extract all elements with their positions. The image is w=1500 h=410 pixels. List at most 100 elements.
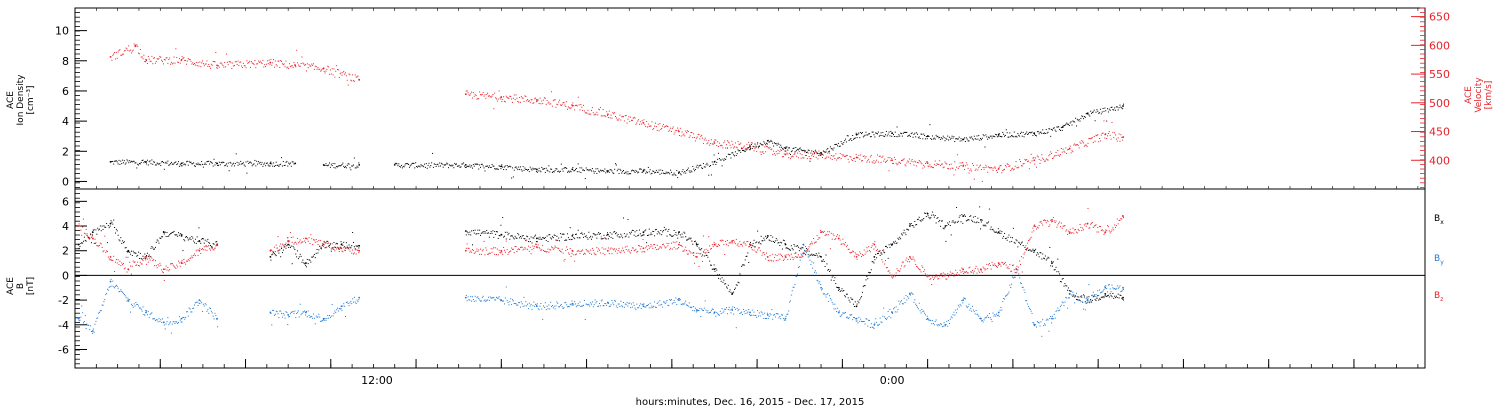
ion-density-series-sample [778, 143, 780, 145]
bz-series-sample [481, 250, 483, 252]
ion-density-series-sample [408, 163, 410, 165]
by-series-sample [940, 323, 942, 325]
ion-density-series-sample [467, 165, 469, 167]
velocity-series-sample [628, 116, 630, 118]
ion-density-series-sample [413, 162, 415, 164]
bx-series-sample [570, 239, 572, 241]
bx-series-sample [582, 233, 584, 235]
ion-density-series-sample [293, 163, 295, 165]
bx-series-sample [580, 232, 582, 234]
ion-density-series-sample [1009, 132, 1011, 134]
velocity-series-sample [750, 149, 751, 151]
ion-density-series-sample [877, 133, 879, 135]
bx-series-sample [626, 233, 628, 235]
by-series-sample [467, 296, 469, 298]
bz-series-sample [505, 240, 507, 242]
velocity-series-sample [615, 115, 616, 117]
by-series-sample [138, 305, 140, 307]
bx-series-sample [516, 237, 518, 239]
bx-series-sample [888, 244, 890, 246]
velocity-series-sample [734, 142, 736, 144]
bx-series-sample [848, 299, 850, 301]
ion-density-series-sample [978, 135, 980, 137]
ion-density-series-sample [199, 163, 201, 165]
bx-series-sample [479, 229, 481, 231]
velocity-series-sample [900, 162, 902, 164]
ion-density-series-sample [732, 152, 734, 154]
ion-density-series-sample [693, 168, 695, 170]
by-series-sample [735, 327, 737, 329]
by-series-sample [308, 315, 310, 317]
bz-series-sample [101, 247, 103, 249]
bx-series-sample [293, 247, 295, 249]
ion-density-series-sample [1062, 125, 1064, 127]
by-series-sample [165, 323, 167, 325]
ion-density-series-sample [930, 138, 932, 140]
bz-series-sample [109, 259, 111, 261]
bx-series-sample [830, 279, 832, 281]
ion-density-series-sample [614, 168, 616, 170]
by-series-sample [181, 321, 183, 323]
bx-series-sample [1077, 296, 1079, 298]
by-series-sample [978, 315, 980, 317]
bx-series-sample [607, 232, 609, 234]
bz-series-sample [530, 253, 532, 255]
by-series-sample [743, 311, 745, 313]
bx-series-sample [654, 229, 656, 231]
ion-density-series-sample [420, 164, 422, 166]
by-series-sample [1091, 295, 1093, 297]
velocity-series-sample [1030, 153, 1032, 155]
velocity-series-sample [1121, 136, 1123, 138]
by-series-sample [621, 305, 623, 307]
bx-series-sample [1062, 278, 1064, 280]
by-series-sample [598, 305, 600, 307]
by-series-sample [826, 294, 828, 296]
velocity-series-sample [740, 142, 742, 144]
bx-series-sample [562, 233, 564, 235]
ion-density-series-sample [1090, 110, 1092, 112]
velocity-series-sample [868, 158, 870, 160]
velocity-series-sample [274, 60, 276, 62]
bx-series-sample [967, 219, 969, 221]
velocity-series-sample [947, 167, 949, 169]
ion-density-series-sample [131, 161, 133, 163]
bx-series-sample [714, 270, 716, 272]
bx-series-sample [998, 232, 1000, 234]
velocity-series-sample [271, 64, 273, 66]
by-series-sample [1027, 303, 1029, 305]
ion-density-series-sample [560, 163, 562, 165]
bx-series-sample [766, 237, 768, 239]
bx-series-sample [176, 234, 178, 236]
by-series-sample [508, 304, 510, 306]
by-series-sample [678, 298, 680, 300]
by-series-sample [672, 302, 674, 304]
by-series-sample [1075, 296, 1077, 298]
ion-density-series-sample [901, 135, 903, 137]
by-series-sample [170, 332, 172, 334]
ion-density-series-sample [910, 133, 912, 135]
bx-series-sample [95, 229, 97, 231]
bz-series-sample [212, 249, 214, 251]
velocity-series-sample [551, 105, 553, 107]
velocity-series-sample [839, 153, 841, 155]
ion-density-series-sample [896, 126, 898, 128]
velocity-series-sample [896, 164, 898, 166]
bz-series-sample [178, 260, 180, 262]
ion-density-series-sample [193, 162, 195, 164]
ion-density-series-sample [485, 165, 487, 167]
velocity-series-sample [995, 167, 997, 169]
bx-series-point [269, 255, 272, 258]
ion-density-series-sample [524, 167, 526, 169]
by-series-sample [571, 300, 573, 302]
bx-series-sample [296, 256, 298, 258]
by-series-sample [1041, 335, 1043, 337]
bz-series-sample [155, 265, 157, 267]
ion-density-series-sample [1120, 106, 1122, 108]
velocity-series-sample [143, 54, 145, 56]
velocity-series-sample [1010, 170, 1012, 172]
bx-series-sample [911, 225, 913, 227]
bx-series-sample [968, 219, 970, 221]
bz-series-sample [289, 240, 291, 242]
bx-series-sample [81, 242, 83, 244]
ion-density-series-sample [781, 146, 783, 148]
